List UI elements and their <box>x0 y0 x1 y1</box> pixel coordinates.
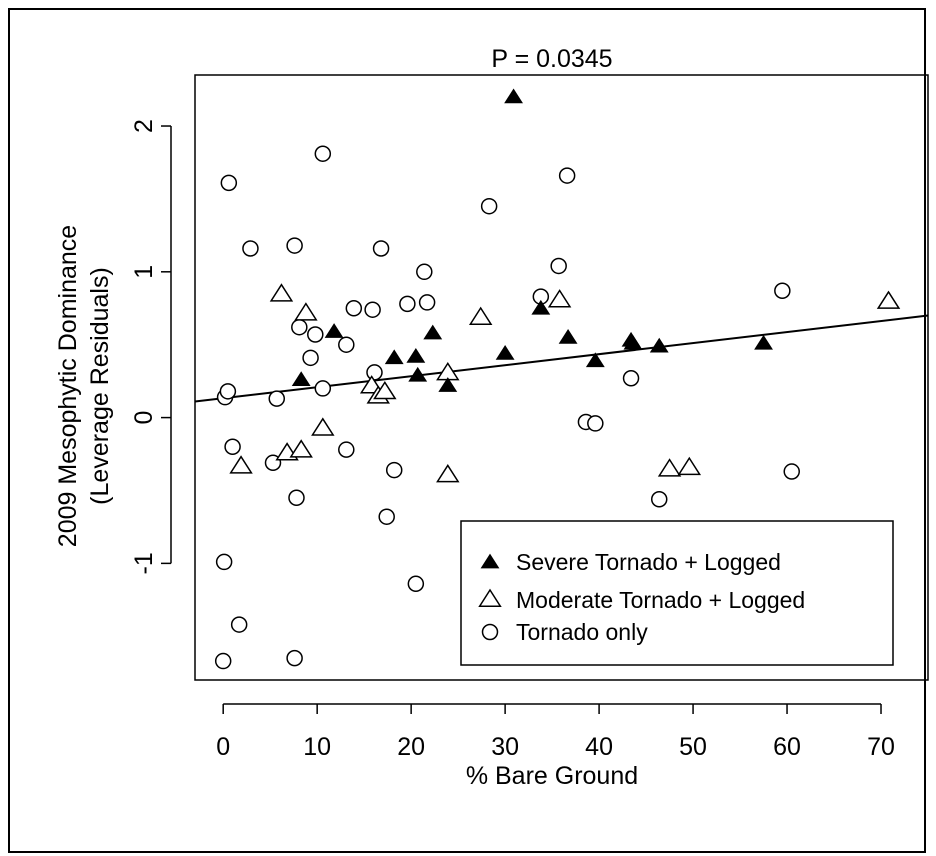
x-axis-label: % Bare Ground <box>466 762 638 790</box>
severe-tornado-logged-point <box>504 88 523 104</box>
moderate-tornado-logged-point <box>269 283 294 302</box>
severe-tornado-logged-point <box>623 334 643 350</box>
moderate-tornado-logged-point <box>876 290 901 309</box>
severe-tornado-logged-point <box>754 334 773 350</box>
legend: Severe Tornado + Logged Moderate Tornado… <box>460 520 894 666</box>
severe-tornado-logged-point <box>438 377 458 392</box>
tornado-only-point <box>224 438 241 455</box>
x-tick-label: 50 <box>679 733 707 761</box>
y-axis-label-line-2: (Leverage Residuals) <box>86 267 114 505</box>
tornado-only-point <box>558 167 576 184</box>
severe-tornado-logged-point <box>406 347 426 363</box>
tornado-only-point <box>550 257 567 275</box>
tornado-only-point <box>774 282 791 300</box>
severe-tornado-logged-point <box>423 324 443 340</box>
y-tick-label: -1 <box>130 552 158 574</box>
tornado-only-point <box>345 300 363 317</box>
tornado-only-point <box>338 441 355 458</box>
y-tick-label: 0 <box>130 411 158 425</box>
severe-tornado-logged-point <box>291 371 311 387</box>
severe-tornado-logged-point <box>384 349 404 365</box>
severe-tornado-logged-point <box>408 366 428 382</box>
tornado-only-point <box>219 383 237 400</box>
legend-box <box>460 520 894 666</box>
moderate-tornado-logged-point <box>468 306 493 325</box>
figure-frame <box>8 8 926 853</box>
tornado-only-point <box>416 263 433 281</box>
x-tick-label: 60 <box>773 733 801 761</box>
x-tick-label: 40 <box>585 733 613 761</box>
tornado-only-point <box>783 463 800 480</box>
tornado-only-point <box>215 553 233 571</box>
tornado-only-point <box>480 197 498 215</box>
legend-label-severe: Severe Tornado + Logged <box>516 549 781 575</box>
plot-area <box>194 74 929 681</box>
y-axis-label-line-1: 2009 Mesophytic Dominance <box>54 225 82 547</box>
x-tick-label: 70 <box>867 733 895 761</box>
moderate-tornado-logged-point <box>311 417 335 436</box>
moderate-tornado-logged-point <box>547 289 572 308</box>
legend-marker-open-triangle <box>478 588 502 607</box>
tornado-only-point <box>399 295 416 313</box>
legend-marker-open-circle <box>481 623 499 641</box>
tornado-only-point <box>214 652 232 670</box>
tornado-only-point <box>314 145 332 162</box>
x-tick-label: 30 <box>491 733 519 761</box>
moderate-tornado-logged-point <box>289 439 313 458</box>
y-tick-label: 2 <box>130 119 158 133</box>
chart-title: P = 0.0345 <box>491 45 612 73</box>
tornado-only-point <box>291 318 308 336</box>
axes: 0 10 20 30 40 50 60 70 -1 0 1 2 <box>130 119 895 761</box>
moderate-tornado-logged-point <box>373 380 397 400</box>
tornado-only-point <box>242 240 259 257</box>
moderate-tornado-logged-point <box>436 464 460 483</box>
legend-label-moderate: Moderate Tornado + Logged <box>516 587 805 613</box>
moderate-tornado-logged-point <box>677 456 702 476</box>
legend-marker-filled-triangle <box>480 553 500 569</box>
tornado-only-point <box>307 326 324 343</box>
severe-tornado-logged-point <box>585 352 605 368</box>
tornado-only-point <box>622 369 640 387</box>
severe-tornado-logged-point <box>649 337 669 353</box>
x-tick-label: 10 <box>303 733 331 761</box>
severe-tornado-logged-point <box>495 345 515 360</box>
tornado-only-point <box>385 461 403 479</box>
severe-tornado-logged-point <box>558 329 578 344</box>
tornado-only-point <box>314 380 332 397</box>
tornado-only-point <box>286 649 303 667</box>
tornado-only-point <box>220 174 238 192</box>
tornado-only-point <box>378 508 395 525</box>
moderate-tornado-logged-point <box>229 455 253 474</box>
tornado-only-point <box>230 616 248 633</box>
tornado-only-point <box>418 294 436 311</box>
tornado-only-point <box>587 415 604 432</box>
severe-tornado-logged-point <box>531 299 551 315</box>
x-tick-label: 0 <box>216 733 230 761</box>
severe-tornado-logged-point <box>324 323 344 338</box>
moderate-tornado-logged-point <box>294 302 318 321</box>
tornado-only-point <box>650 490 668 508</box>
tornado-only-point <box>366 364 383 381</box>
y-tick-label: 1 <box>130 265 158 279</box>
legend-label-tornado-only: Tornado only <box>516 619 648 645</box>
tornado-only-point <box>338 336 355 353</box>
tornado-only-point <box>288 489 305 507</box>
tornado-only-point <box>302 349 319 367</box>
x-tick-label: 20 <box>397 733 425 761</box>
tornado-only-point <box>364 301 381 318</box>
moderate-tornado-logged-point <box>657 458 682 477</box>
data-points <box>214 88 901 670</box>
tornado-only-point <box>407 575 425 593</box>
tornado-only-point <box>286 237 303 254</box>
tornado-only-point <box>372 240 390 257</box>
tornado-only-point <box>268 390 286 407</box>
